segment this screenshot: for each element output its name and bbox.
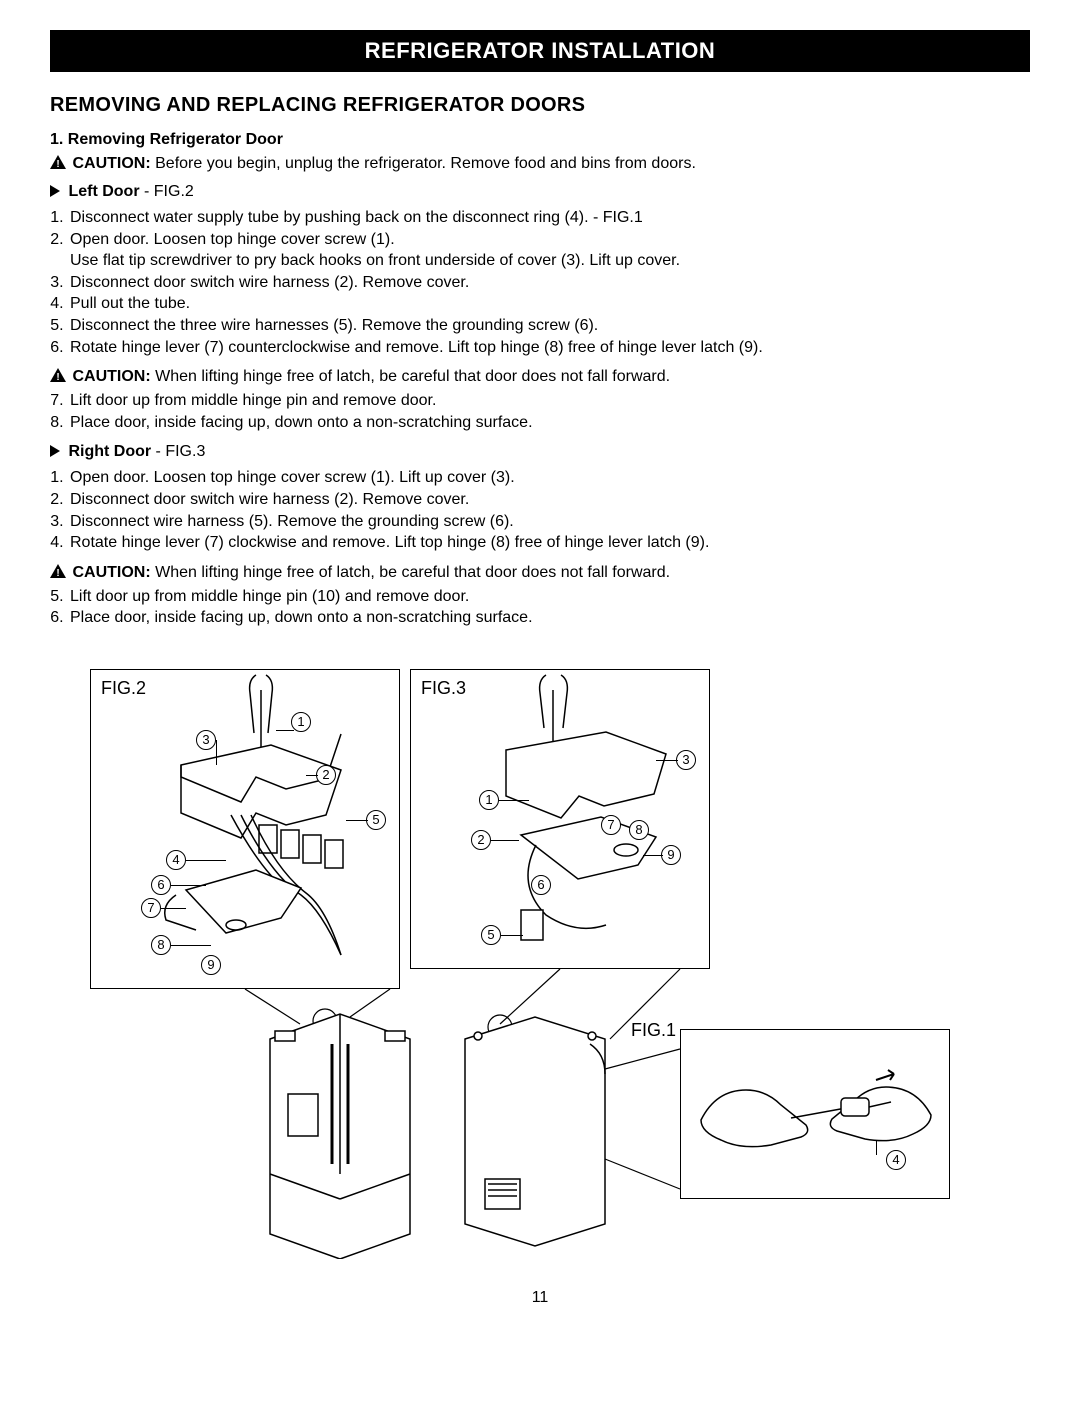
svg-text:!: ! [56, 159, 59, 169]
list-item: Lift door up from middle hinge pin (10) … [68, 586, 1030, 608]
caution-mid: ! CAUTION: When lifting hinge free of la… [50, 368, 1030, 386]
list-item: Rotate hinge lever (7) counterclockwise … [68, 337, 1030, 359]
step-text: Open door. Loosen top hinge cover screw … [70, 231, 395, 248]
list-item: Disconnect wire harness (5). Remove the … [68, 511, 1030, 533]
figures-area: FIG.2 [50, 659, 1030, 1279]
left-door-heading: Left Door - FIG.2 [50, 183, 1030, 201]
callout: 4 [886, 1150, 906, 1170]
caution-mid-2: ! CAUTION: When lifting hinge free of la… [50, 564, 1030, 582]
svg-text:!: ! [56, 568, 59, 578]
caution-top: ! CAUTION: Before you begin, unplug the … [50, 155, 1030, 173]
list-item: Lift door up from middle hinge pin and r… [68, 390, 1030, 412]
fridge-front-drawing [250, 999, 430, 1259]
list-item: Place door, inside facing up, down onto … [68, 607, 1030, 629]
right-door-rest: - FIG.3 [151, 443, 205, 460]
fig1-drawing [681, 1030, 951, 1200]
svg-text:!: ! [56, 372, 59, 382]
arrow-icon [50, 185, 60, 197]
list-item: Open door. Loosen top hinge cover screw … [68, 229, 1030, 272]
right-door-steps: Open door. Loosen top hinge cover screw … [50, 467, 1030, 553]
list-item: Disconnect water supply tube by pushing … [68, 207, 1030, 229]
caution-text: Before you begin, unplug the refrigerato… [151, 155, 696, 172]
page-number: 11 [50, 1289, 1030, 1307]
caution-text: When lifting hinge free of latch, be car… [151, 368, 670, 385]
leader-line [876, 1140, 877, 1155]
warning-icon: ! [50, 564, 66, 578]
warning-icon: ! [50, 155, 66, 169]
list-item: Disconnect door switch wire harness (2).… [68, 489, 1030, 511]
left-door-rest: - FIG.2 [140, 183, 194, 200]
warning-icon: ! [50, 368, 66, 382]
list-item: Disconnect the three wire harnesses (5).… [68, 315, 1030, 337]
list-item: Rotate hinge lever (7) clockwise and rem… [68, 532, 1030, 554]
section-title: REMOVING AND REPLACING REFRIGERATOR DOOR… [50, 94, 1030, 117]
caution-label: CAUTION: [72, 564, 150, 581]
page-banner: REFRIGERATOR INSTALLATION [50, 30, 1030, 72]
subsection-1: 1. Removing Refrigerator Door [50, 131, 1030, 149]
right-door-steps-cont: Lift door up from middle hinge pin (10) … [50, 586, 1030, 629]
caution-label: CAUTION: [72, 368, 150, 385]
list-item: Place door, inside facing up, down onto … [68, 412, 1030, 434]
left-door-steps-cont: Lift door up from middle hinge pin and r… [50, 390, 1030, 433]
left-door-bold: Left Door [68, 183, 139, 200]
caution-label: CAUTION: [72, 155, 150, 172]
list-item: Pull out the tube. [68, 293, 1030, 315]
fridge-back-drawing [450, 1004, 620, 1254]
list-item: Disconnect door switch wire harness (2).… [68, 272, 1030, 294]
step-text: Use flat tip screwdriver to pry back hoo… [70, 252, 680, 269]
right-door-bold: Right Door [68, 443, 151, 460]
fig1-box: FIG.1 4 [680, 1029, 950, 1199]
caution-text: When lifting hinge free of latch, be car… [151, 564, 670, 581]
list-item: Open door. Loosen top hinge cover screw … [68, 467, 1030, 489]
left-door-steps: Disconnect water supply tube by pushing … [50, 207, 1030, 358]
arrow-icon [50, 445, 60, 457]
right-door-heading: Right Door - FIG.3 [50, 443, 1030, 461]
fig1-label: FIG.1 [631, 1020, 676, 1041]
